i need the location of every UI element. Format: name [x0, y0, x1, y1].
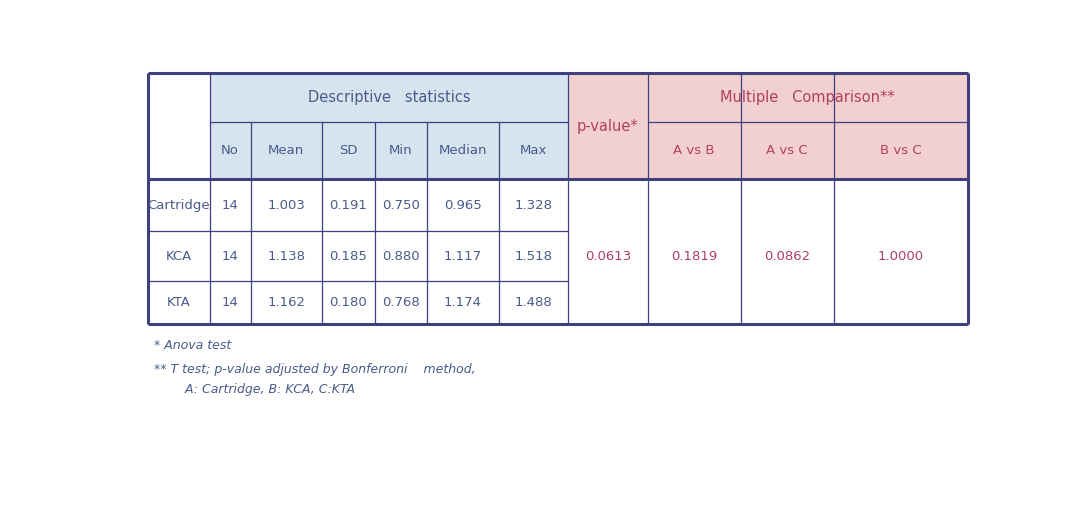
Text: * Anova test: * Anova test [153, 339, 231, 352]
Text: 0.0862: 0.0862 [764, 250, 811, 263]
Text: 14: 14 [222, 296, 238, 309]
Text: 0.1819: 0.1819 [671, 250, 717, 263]
Bar [647, 73, 967, 122]
Text: SD: SD [339, 144, 358, 157]
Text: 0.880: 0.880 [382, 250, 420, 263]
Text: 0.768: 0.768 [382, 296, 420, 309]
Text: 1.162: 1.162 [268, 296, 306, 309]
Text: 1.518: 1.518 [515, 250, 553, 263]
Bar [647, 122, 967, 179]
Text: 1.174: 1.174 [444, 296, 482, 309]
Text: 1.003: 1.003 [268, 199, 306, 212]
Text: p-value*: p-value* [577, 119, 639, 134]
Bar [210, 73, 568, 122]
Text: Descriptive   statistics: Descriptive statistics [308, 90, 470, 105]
Text: 1.117: 1.117 [444, 250, 482, 263]
Text: 0.185: 0.185 [330, 250, 368, 263]
Bar [210, 122, 568, 179]
Text: 1.0000: 1.0000 [878, 250, 924, 263]
Text: 1.328: 1.328 [515, 199, 553, 212]
Text: 0.180: 0.180 [330, 296, 368, 309]
Text: Max: Max [520, 144, 547, 157]
Text: 0.965: 0.965 [444, 199, 482, 212]
Text: B vs C: B vs C [880, 144, 922, 157]
Text: A: Cartridge, B: KCA, C:KTA: A: Cartridge, B: KCA, C:KTA [170, 383, 356, 396]
Text: Mean: Mean [269, 144, 305, 157]
Text: 0.0613: 0.0613 [585, 250, 631, 263]
Text: 1.488: 1.488 [515, 296, 553, 309]
Text: 1.138: 1.138 [268, 250, 306, 263]
Text: 0.191: 0.191 [330, 199, 368, 212]
Text: ** T test; p-value adjusted by Bonferroni    method,: ** T test; p-value adjusted by Bonferron… [153, 363, 475, 376]
Text: Cartridge: Cartridge [147, 199, 210, 212]
Text: KTA: KTA [166, 296, 190, 309]
Text: Multiple   Comparison**: Multiple Comparison** [720, 90, 895, 105]
Bar [568, 73, 647, 179]
Text: A vs C: A vs C [766, 144, 807, 157]
Text: Median: Median [438, 144, 487, 157]
Text: 14: 14 [222, 199, 238, 212]
Text: A vs B: A vs B [673, 144, 715, 157]
Text: KCA: KCA [165, 250, 191, 263]
Text: No: No [221, 144, 239, 157]
Text: 0.750: 0.750 [382, 199, 420, 212]
Text: Min: Min [388, 144, 412, 157]
Text: 14: 14 [222, 250, 238, 263]
